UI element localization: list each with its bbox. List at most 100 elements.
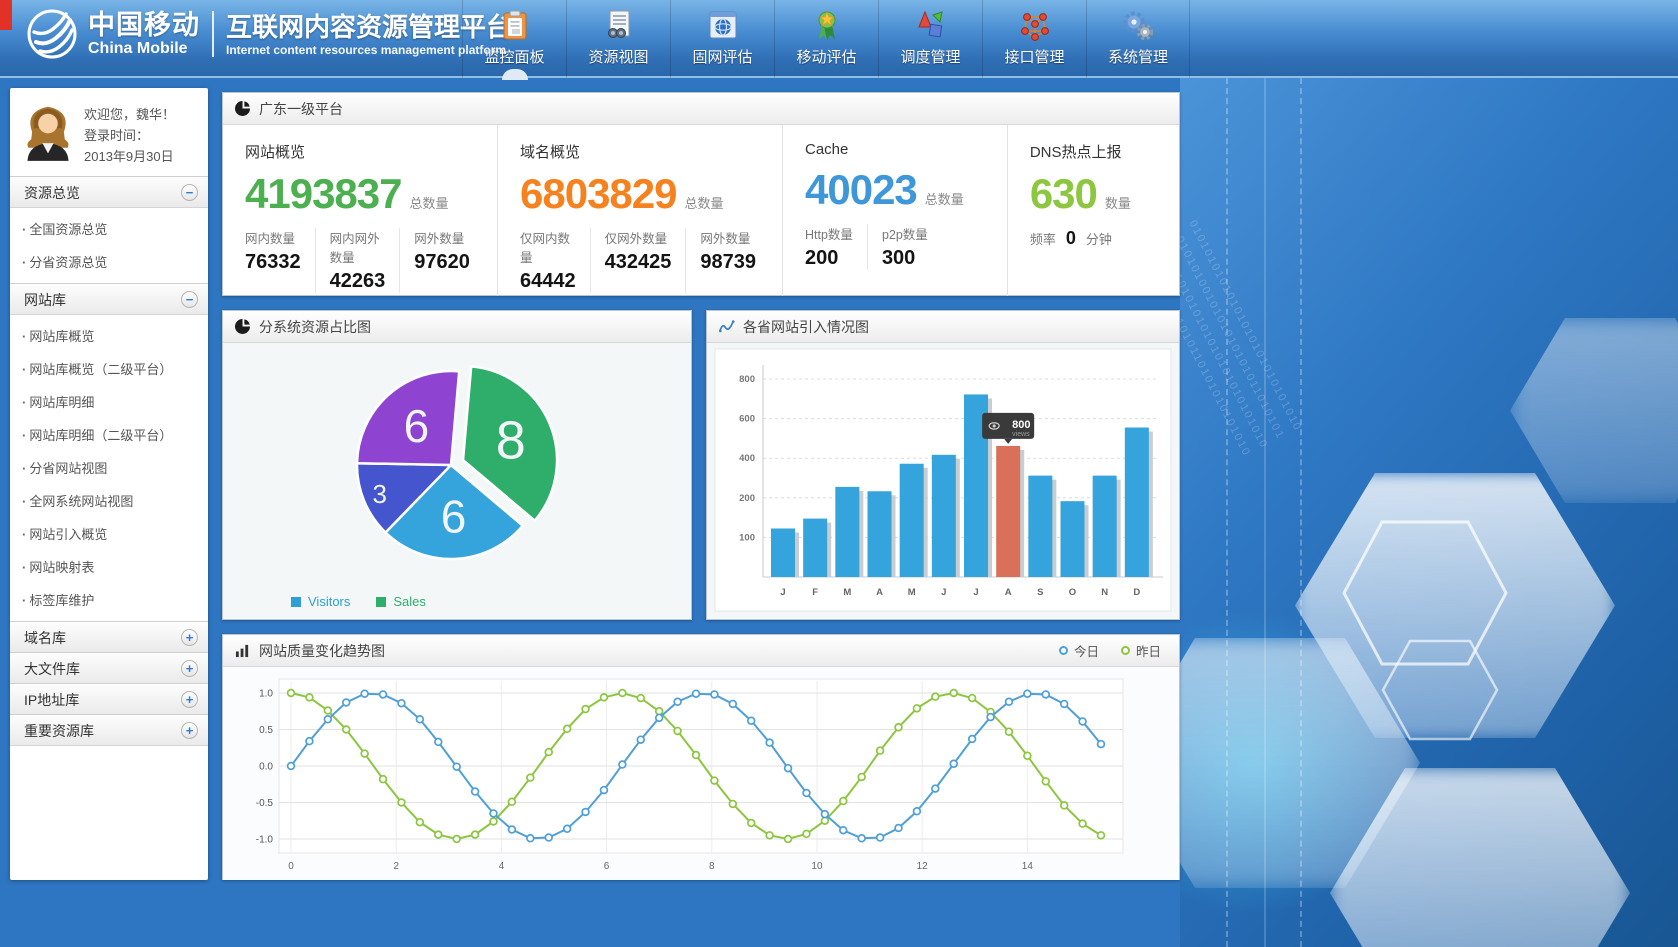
- sidebar-section-2[interactable]: 网站库 −: [10, 284, 208, 315]
- expand-icon[interactable]: +: [181, 660, 198, 677]
- pie-slice-4[interactable]: [355, 369, 461, 467]
- nav-item-label: 固网评估: [692, 49, 753, 66]
- nav-item-4[interactable]: 移动评估: [774, 0, 878, 78]
- expand-icon[interactable]: +: [181, 691, 198, 708]
- nav-item-label: 移动评估: [796, 49, 857, 66]
- line-x-tick-label: 6: [604, 861, 610, 872]
- sidebar-item[interactable]: 网站引入概览: [10, 517, 208, 550]
- eye-icon: [988, 422, 1000, 430]
- card-total-label: 总数量: [409, 196, 449, 211]
- pie-slice-1[interactable]: [461, 365, 559, 522]
- nav-item-6[interactable]: 接口管理: [982, 0, 1086, 78]
- expand-icon[interactable]: +: [181, 629, 198, 646]
- platform-subtitle: Internet content resources management pl…: [226, 43, 507, 57]
- trend-legend-item[interactable]: 今日: [1058, 641, 1099, 660]
- bar-x-label: D: [1133, 587, 1140, 598]
- sidebar-section-6[interactable]: 重要资源库 +: [10, 715, 208, 746]
- stat-card-4: DNS热点上报 630 数量 频率 0 分钟: [1008, 125, 1179, 296]
- sub-stat-value: 200: [805, 247, 839, 269]
- line-x-tick-label: 2: [393, 861, 399, 872]
- legend-item[interactable]: Sales: [376, 594, 426, 609]
- tooltip-unit: views: [1012, 431, 1030, 438]
- bar-D-12[interactable]: [1124, 427, 1149, 577]
- card-total-label: 总数量: [924, 192, 964, 207]
- sidebar-item[interactable]: 全国资源总览: [10, 212, 208, 245]
- collapse-icon[interactable]: −: [181, 184, 198, 201]
- bar-N-11[interactable]: [1092, 475, 1117, 577]
- legend-swatch-icon: [376, 596, 387, 607]
- trend-legend-label: 今日: [1073, 645, 1099, 659]
- sidebar-item[interactable]: 网站库概览（二级平台）: [10, 352, 208, 385]
- card-title: 网站概览: [245, 144, 306, 161]
- sub-stat-value: 300: [881, 247, 916, 269]
- sidebar-section-4[interactable]: 大文件库 +: [10, 653, 208, 684]
- bar-x-label: F: [812, 587, 818, 598]
- main-content: 广东一级平台 网站概览 4193837 总数量 网内数量 76332 网内网外数量 4226…: [222, 92, 1180, 880]
- line-chart-icon: [719, 319, 735, 335]
- bar-A-8[interactable]: [996, 445, 1021, 577]
- sub-stat-label: 网外数量: [414, 232, 465, 246]
- expand-icon[interactable]: +: [181, 722, 198, 739]
- sidebar-section-5[interactable]: IP地址库 +: [10, 684, 208, 715]
- line-x-tick-label: 8: [709, 861, 715, 872]
- sidebar-section-1[interactable]: 资源总览 −: [10, 177, 208, 208]
- bar-A-4[interactable]: [867, 491, 892, 577]
- sub-stat-value: 64442: [520, 270, 576, 292]
- card-sub-stat: 网内网外数量 42263: [314, 228, 400, 293]
- legend-ring-icon: [1058, 646, 1068, 655]
- globe-window-icon: [706, 8, 740, 42]
- sidebar-item[interactable]: 网站映射表: [10, 550, 208, 583]
- login-date: 2013年9月30日: [84, 149, 174, 164]
- bar-M-5[interactable]: [899, 463, 924, 577]
- collapse-icon[interactable]: −: [181, 291, 198, 308]
- sidebar-item[interactable]: 标签库维护: [10, 583, 208, 616]
- bar-chart-icon: [235, 643, 251, 659]
- bar-J-1[interactable]: [771, 528, 795, 577]
- sidebar-item[interactable]: 网站库概览: [10, 319, 208, 352]
- sub-stat-label: 频率: [1029, 232, 1056, 247]
- pie-slice-2[interactable]: [384, 463, 525, 561]
- background-decoration: 01010101010101010101010101010 1010101001…: [1180, 78, 1678, 947]
- line-x-tick-label: 14: [1022, 861, 1034, 872]
- sidebar-section-3[interactable]: 域名库 +: [10, 622, 208, 653]
- bar-J-6[interactable]: [931, 454, 956, 577]
- nav-item-7[interactable]: 系统管理: [1086, 0, 1190, 78]
- bar-S-9[interactable]: [1028, 475, 1053, 577]
- login-time-label: 登录时间：: [84, 128, 150, 143]
- sidebar-item[interactable]: 网站库明细: [10, 385, 208, 418]
- sidebar-menu: 资源总览−全国资源总览分省资源总览网站库−网站库概览网站库概览（二级平台）网站库…: [10, 177, 208, 746]
- pie-slice-3[interactable]: [355, 461, 453, 534]
- sub-stat-value: 432425: [604, 251, 672, 273]
- card-total-value: 6803829: [520, 170, 678, 217]
- legend-item[interactable]: Visitors: [291, 594, 350, 609]
- bar-F-2[interactable]: [803, 518, 828, 577]
- pie-slice-value: 6: [441, 490, 467, 542]
- sidebar-item[interactable]: 分省网站视图: [10, 451, 208, 484]
- card-sub-stat: 网内数量 76332: [245, 228, 315, 293]
- line-y-tick-label: 1.0: [259, 689, 273, 700]
- sidebar-item[interactable]: 网站库明细（二级平台）: [10, 418, 208, 451]
- card-sub-stat: 仅网内数量 64442: [520, 228, 590, 293]
- bar-y-tick-label: 600: [739, 414, 755, 425]
- trend-panel-title: 网站质量变化趋势图: [259, 642, 385, 659]
- card-sub-stat: 频率 0 分钟: [1030, 228, 1126, 249]
- bar-y-tick-label: 200: [739, 493, 755, 504]
- sidebar-item[interactable]: 分省资源总览: [10, 245, 208, 278]
- sidebar-section-title: 大文件库: [24, 660, 80, 677]
- brand-name-en: China Mobile: [88, 40, 188, 57]
- nav-item-5[interactable]: 调度管理: [878, 0, 982, 78]
- bar-x-label: A: [1005, 587, 1012, 598]
- nav-item-2[interactable]: 资源视图: [566, 0, 670, 78]
- bar-O-10[interactable]: [1060, 501, 1085, 577]
- legend-label: Visitors: [308, 594, 351, 609]
- pie-chart-icon: [235, 101, 251, 117]
- bar-M-3[interactable]: [835, 486, 860, 577]
- pie-panel-title: 分系统资源占比图: [259, 318, 371, 335]
- sidebar-item[interactable]: 全网系统网站视图: [10, 484, 208, 517]
- dispatch-shapes-icon: [914, 8, 948, 42]
- nav-item-1[interactable]: 监控面板: [462, 0, 566, 80]
- trend-legend-item[interactable]: 昨日: [1120, 641, 1161, 660]
- nav-item-3[interactable]: 固网评估: [670, 0, 774, 78]
- trend-legend-label: 昨日: [1135, 645, 1161, 659]
